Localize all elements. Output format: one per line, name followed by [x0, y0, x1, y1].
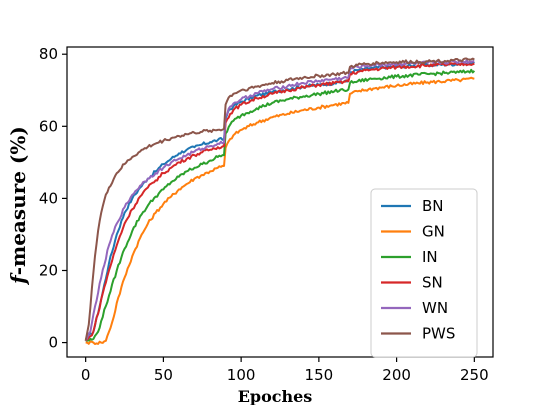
x-axis-title: Epoches: [238, 387, 313, 405]
x-tick-label: 100: [227, 366, 256, 384]
x-tick-label: 200: [382, 366, 411, 384]
y-tick-label: 80: [39, 45, 58, 63]
legend-label-bn: BN: [422, 197, 444, 215]
y-tick-label: 20: [39, 261, 58, 279]
axes: [66, 46, 494, 358]
x-tick-label: 50: [154, 366, 173, 384]
y-axis-title-rest: -measure (%): [6, 126, 30, 275]
y-axis-title: f-measure (%): [6, 126, 30, 286]
legend-label-gn: GN: [422, 223, 445, 241]
legend-items: BN GN IN SN WN PWS: [381, 197, 455, 343]
legend-label-in: IN: [422, 248, 438, 266]
y-tick-label: 60: [39, 117, 58, 135]
legend-label-sn: SN: [422, 274, 443, 292]
series-layer: [84, 57, 476, 346]
series-line-sn: [85, 61, 475, 342]
x-tick-label: 150: [305, 366, 334, 384]
series-line-gn: [85, 76, 475, 346]
series-line-pws: [84, 57, 475, 341]
series-line-in: [85, 68, 476, 342]
y-axis-title-italic: f: [6, 272, 30, 286]
x-tick-label: 250: [460, 366, 489, 384]
y-tick-label: 40: [39, 189, 58, 207]
legend: BN GN IN SN WN PWS: [370, 188, 478, 358]
legend-label-wn: WN: [422, 299, 448, 317]
ticks: 0 50 100 150 200 250 0 20 40 60 80: [39, 45, 489, 384]
legend-label-pws: PWS: [422, 325, 455, 343]
x-tick-label: 0: [81, 366, 91, 384]
plot-frame: [66, 46, 494, 358]
y-tick-label: 0: [48, 334, 58, 352]
